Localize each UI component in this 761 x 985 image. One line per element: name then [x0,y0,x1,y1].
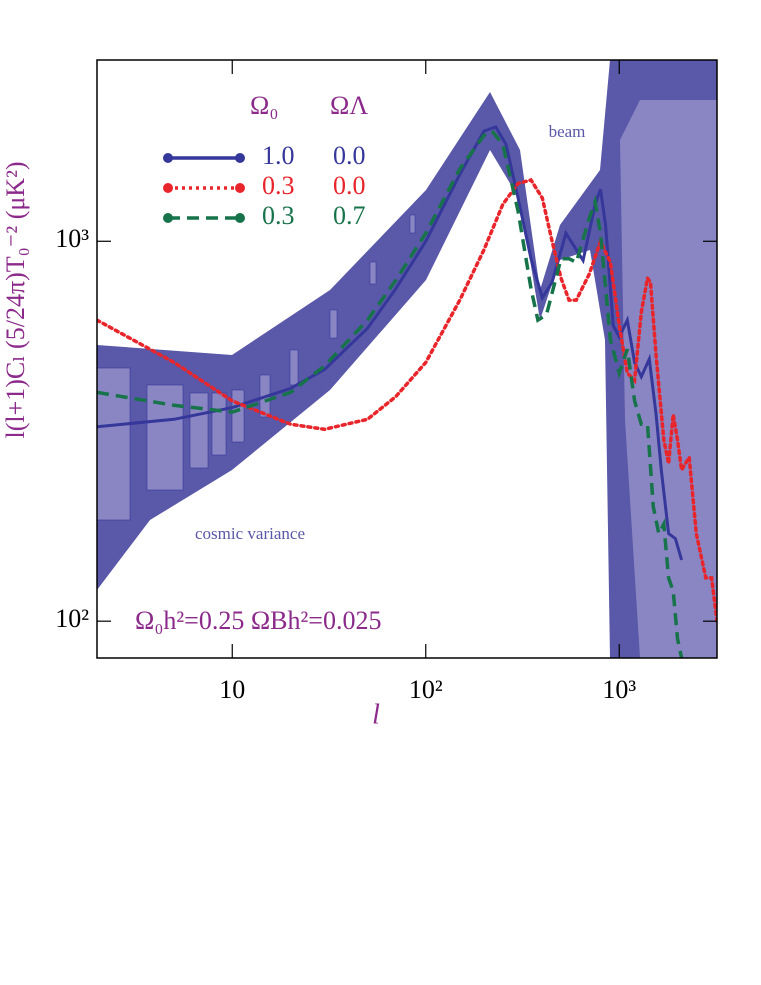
legend-swatch [163,213,173,223]
binned-error [97,367,131,521]
legend-swatch [163,183,173,193]
annotation: beam [549,122,586,141]
y-tick-label: 10³ [55,224,89,253]
binned-error [289,349,299,386]
legend-swatch [235,153,245,163]
binned-error [189,392,209,469]
series-line [97,125,684,561]
legend-header: Ω₀ [250,91,278,120]
legend-label: 0.0 [333,141,366,170]
annotation: Ω₀h²=0.25 ΩBh²=0.025 [135,606,381,635]
legend-swatch [235,213,245,223]
annotation: cosmic variance [195,524,305,543]
x-axis-label: l [372,699,380,730]
legend-label: 0.3 [262,201,295,230]
legend-swatch [163,153,173,163]
binned-error [369,261,377,285]
x-tick-label: 10³ [602,675,636,704]
binned-error [329,309,338,339]
legend-label: 0.3 [262,171,295,200]
y-tick-label: 10² [55,604,89,633]
x-tick-label: 10 [219,675,245,704]
beam-band [620,100,717,658]
legend-swatch [235,183,245,193]
binned-error [211,392,227,456]
series-line [97,177,717,623]
error-bands [97,60,717,658]
legend-label: 0.7 [333,201,366,230]
binned-error [231,389,245,443]
x-tick-label: 10² [409,675,443,704]
plot-frame [96,59,718,659]
legend-header: ΩΛ [330,91,368,120]
y-axis-label: l(l+1)Cₗ (5/24π)T₀⁻² (μK²) [1,161,30,438]
legend-label: 1.0 [262,141,295,170]
legend-label: 0.0 [333,171,366,200]
curves [97,125,717,658]
series-line [97,128,684,658]
binned-error [146,384,184,491]
binned-error [409,214,416,234]
